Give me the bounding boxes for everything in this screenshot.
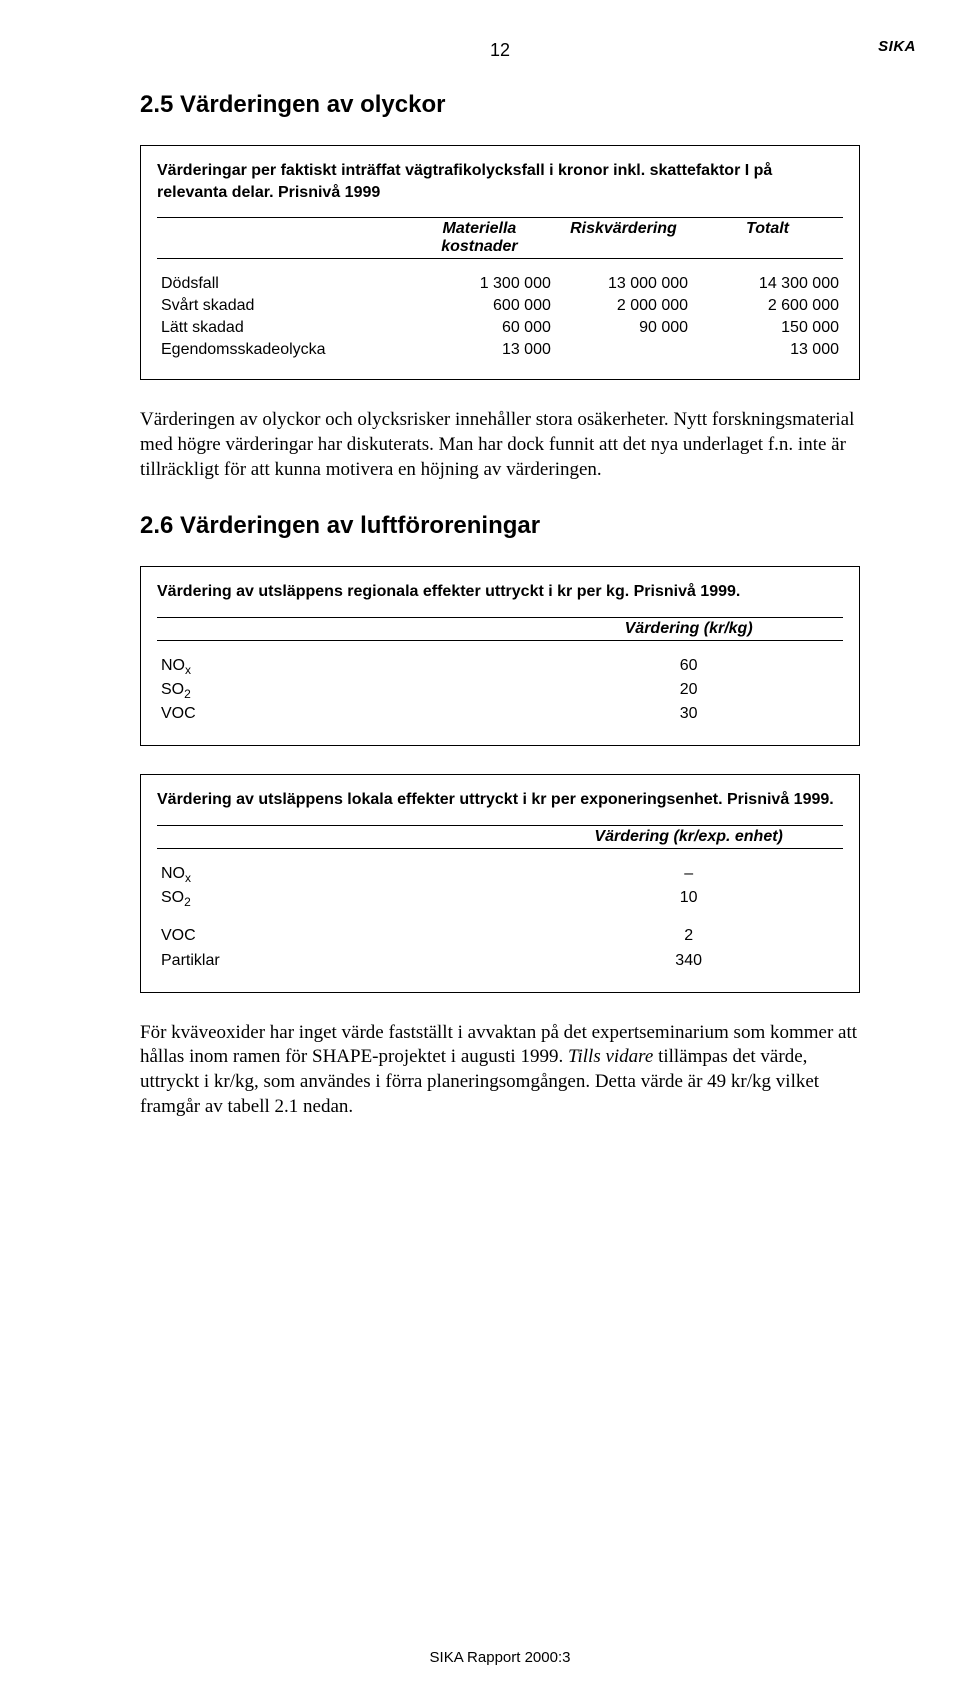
table-row: Svårt skadad 600 000 2 000 000 2 600 000: [157, 295, 843, 317]
table-header-row: Värdering (kr/kg): [157, 617, 843, 640]
cell-value: 60 000: [404, 317, 555, 339]
accident-valuation-box: Värderingar per faktiskt inträffat vägtr…: [140, 145, 860, 380]
table-row: SO2 10: [157, 887, 843, 911]
chem-label: NO: [161, 657, 185, 674]
row-label: VOC: [157, 925, 534, 949]
cell-value: 2: [534, 925, 843, 949]
section-2-5-title: 2.5 Värderingen av olyckor: [140, 91, 860, 119]
accident-valuation-table: Materiella kostnader Riskvärdering Total…: [157, 217, 843, 361]
cell-value: 60: [534, 655, 843, 679]
table-header-row: Värdering (kr/exp. enhet): [157, 826, 843, 849]
row-label: Egendomsskadeolycka: [157, 339, 404, 361]
table-row: NOx 60: [157, 655, 843, 679]
section-2-6-title: 2.6 Värderingen av luftföroreningar: [140, 512, 860, 540]
page-number: 12: [140, 40, 860, 61]
row-label: Partiklar: [157, 950, 534, 974]
chem-sub: x: [185, 871, 191, 885]
section-2-6-body: För kväveoxider har inget värde faststäl…: [140, 1021, 860, 1120]
cell-value: 14 300 000: [692, 273, 843, 295]
col-blank: [157, 826, 534, 849]
section-2-5-body: Värderingen av olyckor och olycksrisker …: [140, 408, 860, 482]
regional-emissions-box: Värdering av utsläppens regionala effekt…: [140, 566, 860, 746]
chem-sub: 2: [184, 687, 191, 701]
chem-label: SO: [161, 681, 184, 698]
cell-value: 90 000: [555, 317, 692, 339]
cell-value: 20: [534, 679, 843, 703]
row-label: SO2: [157, 679, 534, 703]
cell-value: 13 000: [404, 339, 555, 361]
cell-value: 600 000: [404, 295, 555, 317]
col-material: Materiella kostnader: [404, 218, 555, 259]
cell-value: –: [534, 863, 843, 887]
cell-value: 10: [534, 887, 843, 911]
cell-value: [555, 339, 692, 361]
table-header-row: Materiella kostnader Riskvärdering Total…: [157, 218, 843, 259]
col-blank: [157, 218, 404, 259]
table-row: NOx –: [157, 863, 843, 887]
row-label: VOC: [157, 703, 534, 727]
cell-value: 13 000: [692, 339, 843, 361]
row-label: Dödsfall: [157, 273, 404, 295]
col-blank: [157, 617, 534, 640]
row-label: Lätt skadad: [157, 317, 404, 339]
table-row: Dödsfall 1 300 000 13 000 000 14 300 000: [157, 273, 843, 295]
row-label: SO2: [157, 887, 534, 911]
local-emissions-table: Värdering (kr/exp. enhet) NOx – SO2 10 V…: [157, 825, 843, 974]
chem-label: NO: [161, 865, 185, 882]
row-label: NOx: [157, 863, 534, 887]
table-row: VOC 2: [157, 925, 843, 949]
local-emissions-box: Värdering av utsläppens lokala effekter …: [140, 774, 860, 992]
cell-value: 2 600 000: [692, 295, 843, 317]
col-valuation: Värdering (kr/exp. enhet): [534, 826, 843, 849]
chem-label: VOC: [161, 705, 196, 722]
cell-value: 2 000 000: [555, 295, 692, 317]
table-row: SO2 20: [157, 679, 843, 703]
cell-value: 150 000: [692, 317, 843, 339]
body-text-italic: Tills vidare: [563, 1046, 658, 1067]
table-row: VOC 30: [157, 703, 843, 727]
table-row: Partiklar 340: [157, 950, 843, 974]
brand-logo: SIKA: [878, 38, 916, 55]
regional-emissions-table: Värdering (kr/kg) NOx 60 SO2 20 VOC 30: [157, 617, 843, 728]
col-total: Totalt: [692, 218, 843, 259]
page: 12 SIKA 2.5 Värderingen av olyckor Värde…: [0, 0, 960, 1706]
cell-value: 30: [534, 703, 843, 727]
table-row: Egendomsskadeolycka 13 000 13 000: [157, 339, 843, 361]
cell-value: 1 300 000: [404, 273, 555, 295]
row-label: Svårt skadad: [157, 295, 404, 317]
col-valuation: Värdering (kr/kg): [534, 617, 843, 640]
local-box-heading: Värdering av utsläppens lokala effekter …: [157, 789, 843, 811]
chem-sub: x: [185, 663, 191, 677]
cell-value: 340: [534, 950, 843, 974]
page-footer: SIKA Rapport 2000:3: [140, 1649, 860, 1666]
table-row: Lätt skadad 60 000 90 000 150 000: [157, 317, 843, 339]
chem-label: Partiklar: [161, 952, 220, 969]
col-risk: Riskvärdering: [555, 218, 692, 259]
row-label: NOx: [157, 655, 534, 679]
accident-box-heading: Värderingar per faktiskt inträffat vägtr…: [157, 160, 843, 203]
cell-value: 13 000 000: [555, 273, 692, 295]
chem-label: VOC: [161, 927, 196, 944]
chem-label: SO: [161, 889, 184, 906]
chem-sub: 2: [184, 895, 191, 909]
regional-box-heading: Värdering av utsläppens regionala effekt…: [157, 581, 843, 603]
